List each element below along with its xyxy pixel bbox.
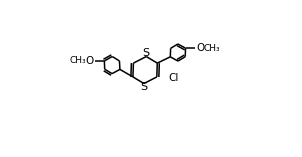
Text: O: O bbox=[85, 56, 93, 66]
Text: CH₃: CH₃ bbox=[70, 56, 86, 65]
Text: Cl: Cl bbox=[168, 73, 178, 83]
Text: S: S bbox=[140, 82, 147, 92]
Text: O: O bbox=[197, 43, 205, 53]
Text: CH₃: CH₃ bbox=[204, 44, 220, 53]
Text: S: S bbox=[143, 48, 150, 58]
